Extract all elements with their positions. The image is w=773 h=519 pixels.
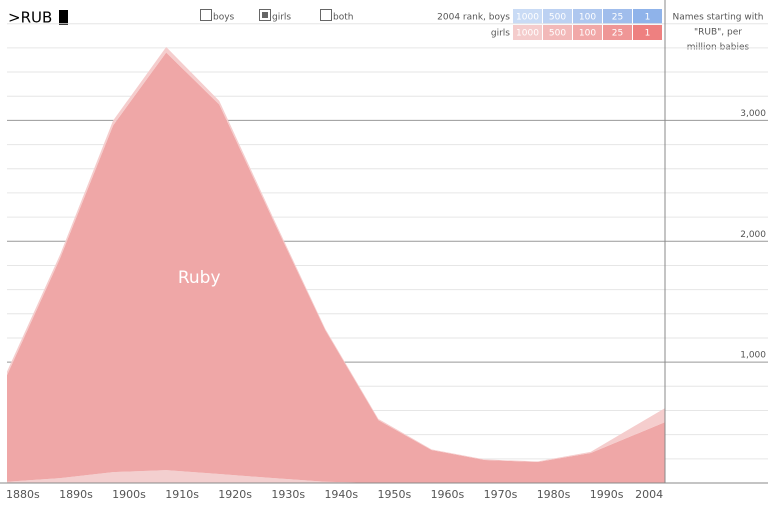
checkbox[interactable] — [200, 9, 212, 21]
rank-label: 1000 — [516, 13, 539, 23]
area[interactable] — [7, 52, 665, 484]
note-line: "RUB", per — [694, 28, 742, 38]
rank-label: 500 — [549, 13, 566, 23]
rank-box — [633, 9, 662, 24]
x-tick-label: 1960s — [431, 488, 465, 501]
x-tick-label: 1950s — [378, 488, 412, 501]
y-tick-label: 1,000 — [740, 351, 766, 361]
rank-label: 100 — [579, 13, 596, 23]
y-tick-label: 2,000 — [740, 230, 766, 240]
rank-row-label: girls — [491, 29, 510, 39]
x-tick-label: 1930s — [271, 488, 305, 501]
rank-box — [573, 25, 602, 40]
rank-label: 1 — [645, 29, 651, 39]
rank-label: 500 — [549, 29, 566, 39]
x-tick-label: 1910s — [165, 488, 199, 501]
x-tick-label: 1980s — [537, 488, 571, 501]
rank-box — [513, 9, 542, 24]
x-tick-label: 1970s — [484, 488, 518, 501]
rank-box — [603, 25, 632, 40]
x-tick-label: 1920s — [218, 488, 252, 501]
rank-box — [573, 9, 602, 24]
y-tick-label: 3,000 — [740, 109, 766, 119]
rank-box — [603, 9, 632, 24]
rank-label: 100 — [579, 29, 596, 39]
checkbox-label[interactable]: girls — [272, 13, 291, 23]
rank-box — [543, 9, 572, 24]
x-tick-label: 1880s — [6, 488, 40, 501]
x-tick-label: 1990s — [590, 488, 624, 501]
x-tick-label: 1900s — [112, 488, 146, 501]
rank-label: 1 — [645, 13, 651, 23]
rank-label: 25 — [612, 29, 623, 39]
checkbox-check — [262, 12, 268, 18]
checkbox-label[interactable]: boys — [213, 13, 235, 23]
rank-row-label: 2004 rank, boys — [437, 13, 510, 23]
rank-box — [543, 25, 572, 40]
rank-label: 25 — [612, 13, 623, 23]
x-tick-label: 1890s — [59, 488, 93, 501]
area[interactable] — [7, 470, 665, 483]
rank-box — [513, 25, 542, 40]
checkbox[interactable] — [320, 9, 332, 21]
search-query[interactable]: >RUB — [8, 9, 52, 27]
rank-box — [633, 25, 662, 40]
cursor — [59, 10, 68, 25]
series-label: Ruby — [178, 268, 221, 288]
x-tick-label: 1940s — [324, 488, 358, 501]
note-line: Names starting with — [673, 13, 764, 23]
x-tick-label: 2004 — [635, 488, 663, 501]
rank-label: 1000 — [516, 29, 539, 39]
checkbox-label[interactable]: both — [333, 13, 353, 23]
